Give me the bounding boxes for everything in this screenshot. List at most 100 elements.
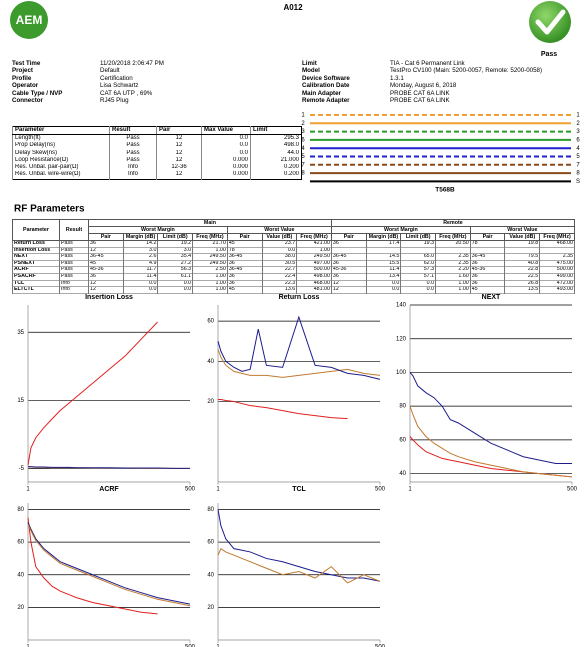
table-cell: 36 xyxy=(226,260,263,267)
table-cell: 493.00 xyxy=(539,286,575,294)
info-row: Calibration Date Monday, August 6, 2018 xyxy=(302,82,542,89)
header-row: Parameter Result Pair Max Value Limit xyxy=(12,126,302,135)
table-row: Loop Resistance(Ω) Pass 12 0.000 21.000 xyxy=(12,156,302,165)
table-cell: 0.0 xyxy=(365,280,402,287)
column-header: Limit (dB) xyxy=(400,233,437,241)
column-header: Pair xyxy=(226,233,263,241)
table-cell: 45 xyxy=(226,286,263,294)
table-cell: 2.35 xyxy=(539,253,575,261)
pin-label: 5 xyxy=(301,154,305,160)
info-value: Monday, August 6, 2018 xyxy=(390,82,457,90)
table-cell: Res. Unbal. wire-wire(Ω) xyxy=(12,171,110,180)
table-row: NEXT Pass 36-45 2.6 35.4 249.50 36-45 38.0 249.5… xyxy=(12,253,575,261)
pin-label: 1 xyxy=(576,113,580,119)
table-row: ELTCTL Info 12 0.0 0.0 1.00 45 13.6 481.00 12 0.0 0… xyxy=(12,286,575,294)
table-cell: Info xyxy=(59,286,89,294)
series-line xyxy=(217,315,381,380)
y-tick-label: 35 xyxy=(17,330,24,336)
table-cell: 36 xyxy=(330,273,367,281)
table-cell: 13.6 xyxy=(261,286,298,294)
table-cell: Pass xyxy=(109,142,157,150)
table-cell: 0.0 xyxy=(261,247,298,254)
column-header: Parameter xyxy=(12,219,60,241)
group-subheader: Worst Value xyxy=(226,226,332,234)
table-cell: 1.60 xyxy=(435,273,471,281)
table-cell: 21.000 xyxy=(250,156,302,165)
table-cell xyxy=(469,247,506,254)
table-cell: TCL xyxy=(12,280,60,287)
group-header: Main xyxy=(88,219,332,227)
table-cell: Prop Delay(ns) xyxy=(12,142,110,150)
info-value: 11/20/2018 2:06:47 PM xyxy=(100,60,164,67)
header-row: Parameter Result Main Remote xyxy=(12,219,576,241)
info-value: RJ45 Plug xyxy=(100,97,129,105)
column-header: Result xyxy=(109,126,157,135)
info-value: Lisa Schwartz xyxy=(100,82,139,90)
info-row: Cable Type / NVP CAT 6A UTP , 69% xyxy=(12,90,164,97)
table-row: Res. Unbal. pair-pair(Ω) Info 12-36 0.000 0.… xyxy=(12,164,302,172)
table-cell: 4.9 xyxy=(122,260,159,267)
table-cell: 12 xyxy=(330,280,367,287)
table-cell xyxy=(330,247,367,254)
table-cell: 36 xyxy=(226,280,263,287)
table-cell: 22.7 xyxy=(261,266,298,274)
table-cell: 499.00 xyxy=(539,273,575,281)
table-cell: 79.5 xyxy=(504,253,541,261)
series-line xyxy=(28,466,190,469)
table-cell: 22.4 xyxy=(261,273,298,281)
table-cell: 1.00 xyxy=(192,247,228,254)
series-line xyxy=(409,405,573,478)
info-label: Cable Type / NVP xyxy=(12,89,63,97)
y-tick-label: 60 xyxy=(17,540,24,546)
table-cell: Loop Resistance(Ω) xyxy=(12,156,110,165)
table-cell: 36-45 xyxy=(226,266,263,274)
table-cell: 0.0 xyxy=(157,286,194,294)
info-value: PROBE CAT 6A LINK xyxy=(390,89,450,97)
info-label: Calibration Date xyxy=(302,82,350,90)
table-cell: 295.3 xyxy=(250,134,302,143)
table-cell xyxy=(365,247,402,254)
table-cell: 2.20 xyxy=(435,266,471,274)
y-tick-label: -5 xyxy=(19,466,25,472)
table-cell: 22.3 xyxy=(261,280,298,287)
table-cell: 3.0 xyxy=(157,247,194,254)
table-cell: 36-45 xyxy=(469,253,506,261)
table-cell: 61.1 xyxy=(157,273,194,281)
x-tick-label: 500 xyxy=(375,487,386,493)
table-cell: Delay Skew(ns) xyxy=(12,149,110,157)
table-cell: 1.00 xyxy=(435,286,471,294)
pin-label: 6 xyxy=(576,137,580,143)
column-header: Value (dB) xyxy=(504,233,541,241)
table-cell: 26.8 xyxy=(504,280,541,287)
table-cell: Return Loss xyxy=(12,240,60,248)
table-cell: 15.5 xyxy=(365,260,402,267)
table-cell: 0.0 xyxy=(157,280,194,287)
table-cell: 0.0 xyxy=(400,280,437,287)
table-cell: 45-36 xyxy=(330,266,367,274)
info-row: Main Adapter PROBE CAT 6A LINK xyxy=(302,90,542,97)
chart-title: TCL xyxy=(292,486,306,493)
column-header: Limit xyxy=(250,126,302,135)
info-label: Operator xyxy=(12,82,39,90)
column-header: Pair xyxy=(88,233,124,241)
info-value: TIA - Cat 6 Permanent Link xyxy=(390,60,465,67)
table-cell: 45-36 xyxy=(469,266,506,274)
table-cell: 21.70 xyxy=(192,240,228,248)
table-row: PSNEXT Pass 45 4.9 27.2 249.50 36 30.5 497.00 36 1… xyxy=(12,260,575,267)
column-header: Freq (MHz) xyxy=(539,233,575,241)
table-cell: 19.3 xyxy=(400,240,437,248)
info-row: Limit TIA - Cat 6 Permanent Link xyxy=(302,60,542,67)
info-row: Device Software 1.3.1 xyxy=(302,75,542,82)
table-cell: 2.35 xyxy=(435,260,471,267)
x-tick-label: 1 xyxy=(216,645,220,647)
info-value: CAT 6A UTP , 69% xyxy=(100,89,153,97)
table-cell xyxy=(435,247,471,254)
column-header: Freq (MHz) xyxy=(192,233,228,241)
logo-badge xyxy=(10,1,48,39)
column-header: Freq (MHz) xyxy=(296,233,332,241)
wiremap-standard: T568B xyxy=(435,187,455,194)
table-cell: 12 xyxy=(330,286,367,294)
table-cell: 45 xyxy=(469,286,506,294)
table-cell: 57.3 xyxy=(400,266,437,274)
